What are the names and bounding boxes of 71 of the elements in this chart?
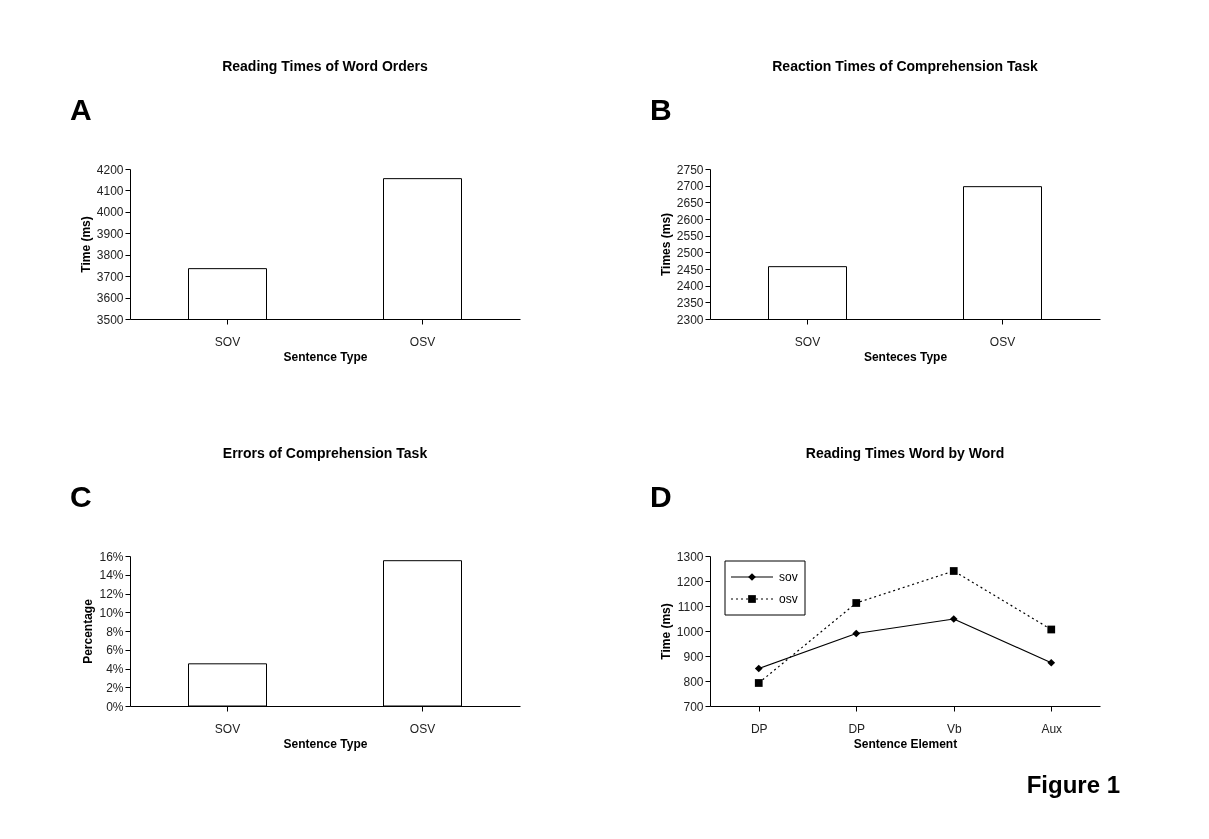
x-tick-label: Vb	[946, 721, 962, 736]
y-tick-label: 3900	[96, 226, 124, 241]
chart-title: Reading Times Word by Word	[805, 445, 1005, 461]
point	[1047, 658, 1056, 667]
x-axis-title: Sentence Type	[283, 736, 368, 751]
y-tick-label: 2%	[106, 680, 124, 695]
y-tick-label: 3500	[96, 312, 124, 327]
caption: Figure 1	[1026, 771, 1120, 798]
y-tick-label: 1000	[676, 624, 704, 639]
legend-label: sov	[779, 570, 798, 584]
y-tick-label: 8%	[106, 624, 124, 639]
y-tick-label: 2550	[676, 229, 704, 244]
y-tick-label: 3600	[96, 291, 124, 306]
text: D	[650, 480, 672, 513]
point	[949, 567, 958, 575]
y-tick-label: 1100	[677, 599, 704, 614]
x-tick-label: OSV	[989, 334, 1016, 349]
y-tick-label: 12%	[99, 587, 124, 601]
y-tick-label: 10%	[99, 605, 124, 620]
x-tick-label: SOV	[214, 721, 241, 736]
y-tick-label: 4%	[106, 662, 124, 676]
legend-label: osv	[779, 592, 798, 606]
y-tick-label: 4000	[96, 205, 124, 220]
y-tick-label: 800	[683, 674, 704, 689]
y-tick-label: 3700	[96, 269, 124, 284]
point	[754, 664, 763, 673]
x-tick-label: Aux	[1041, 721, 1063, 736]
y-axis-title: Time (ms)	[78, 216, 93, 273]
y-tick-label: 2450	[676, 262, 704, 277]
point	[852, 599, 861, 607]
x-axis-title: Senteces Type	[863, 349, 948, 364]
y-tick-label: 2350	[676, 295, 704, 310]
y-tick-label: 16%	[99, 549, 124, 564]
x-tick-label: DP	[750, 721, 768, 736]
x-tick-label: OSV	[409, 334, 436, 349]
chart-title: Errors of Comprehension Task	[222, 445, 428, 461]
x-tick-label: SOV	[794, 334, 821, 349]
y-tick-label: 700	[683, 699, 704, 714]
text: B	[650, 93, 672, 126]
y-tick-label: 2600	[676, 212, 704, 227]
x-axis-title: Sentence Element	[853, 736, 958, 751]
y-tick-label: 2650	[676, 195, 704, 210]
y-tick-label: 4200	[96, 162, 124, 177]
y-axis-title: Time (ms)	[658, 603, 673, 660]
x-tick-label: OSV	[409, 721, 436, 736]
point	[949, 615, 958, 623]
y-tick-label: 2300	[676, 312, 704, 327]
y-tick-label: 2700	[676, 179, 704, 194]
y-tick-label: 1200	[676, 574, 704, 589]
point	[852, 629, 861, 638]
y-axis-title: Times (ms)	[658, 212, 673, 277]
y-tick-label: 14%	[99, 568, 124, 583]
y-tick-label: 2500	[676, 245, 704, 260]
y-tick-label: 2400	[676, 279, 704, 294]
x-axis-title: Sentence Type	[283, 349, 368, 364]
y-tick-label: 6%	[106, 643, 124, 658]
chart-title: Reading Times of Word Orders	[222, 58, 429, 74]
y-tick-label: 4100	[96, 183, 124, 198]
chart-title: Reaction Times of Comprehension Task	[772, 58, 1038, 74]
y-tick-label: 2750	[676, 162, 704, 177]
y-tick-label: 1300	[676, 549, 704, 564]
point	[1047, 625, 1056, 634]
point	[754, 679, 763, 687]
text: A	[70, 93, 92, 126]
y-tick-label: 0%	[106, 699, 124, 714]
x-tick-label: DP	[848, 721, 866, 736]
x-tick-label: SOV	[214, 334, 241, 349]
text: C	[70, 480, 92, 513]
y-tick-label: 3800	[96, 248, 124, 263]
y-tick-label: 900	[683, 649, 704, 664]
y-axis-title: Percentage	[81, 598, 96, 664]
